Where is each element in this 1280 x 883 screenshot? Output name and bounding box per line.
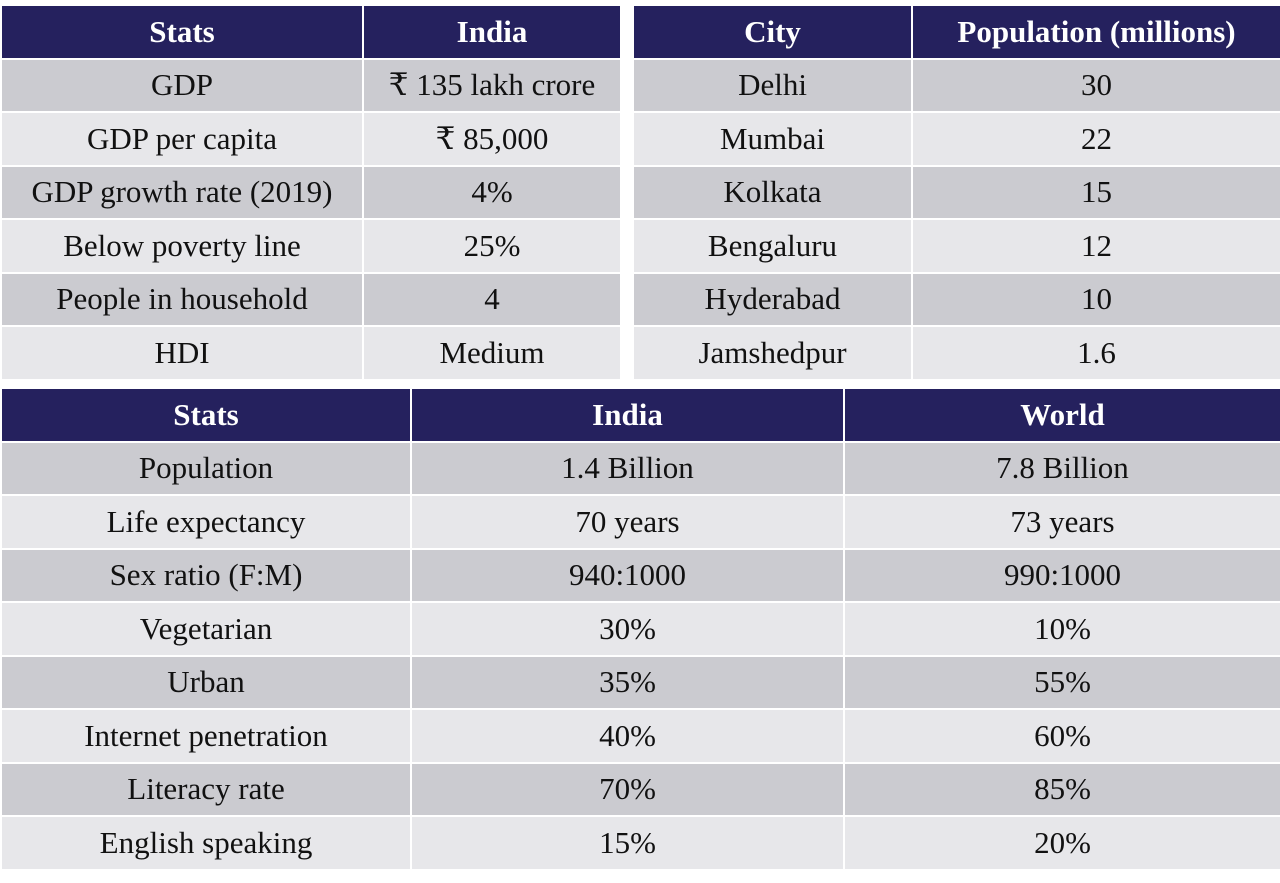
world-value-cell: 10% [843,601,1280,657]
stat-label-cell: HDI [0,325,364,381]
india-value-cell: 4 [362,271,622,327]
city-population-table: City Population (millions) Delhi 30 Mumb… [632,4,1280,381]
india-value-cell: 25% [362,218,622,274]
table-row: People in household 4 [0,271,622,327]
india-value-cell: 15% [410,815,845,871]
population-value-cell: 12 [911,218,1280,274]
column-header-city: City [632,4,913,60]
stat-label-cell: Vegetarian [0,601,412,657]
world-value-cell: 55% [843,654,1280,710]
table-row: Internet penetration 40% 60% [0,708,1280,764]
stat-label-cell: GDP growth rate (2019) [0,164,364,220]
city-name-cell: Mumbai [632,111,913,167]
world-value-cell: 85% [843,761,1280,817]
table-header-row: City Population (millions) [632,4,1280,60]
india-value-cell: ₹ 85,000 [362,111,622,167]
india-value-cell: 70% [410,761,845,817]
table-row: Hyderabad 10 [632,271,1280,327]
column-header-india: India [410,387,845,443]
table-row: Urban 35% 55% [0,654,1280,710]
column-header-stats: Stats [0,4,364,60]
india-value-cell: 30% [410,601,845,657]
table-row: GDP per capita ₹ 85,000 [0,111,622,167]
population-value-cell: 22 [911,111,1280,167]
india-value-cell: 1.4 Billion [410,440,845,496]
population-value-cell: 15 [911,164,1280,220]
stat-label-cell: GDP [0,57,364,113]
table-row: Vegetarian 30% 10% [0,601,1280,657]
india-value-cell: 940:1000 [410,547,845,603]
stat-label-cell: Literacy rate [0,761,412,817]
india-value-cell: 4% [362,164,622,220]
world-value-cell: 60% [843,708,1280,764]
table-header-row: Stats India [0,4,622,60]
city-name-cell: Jamshedpur [632,325,913,381]
stat-label-cell: Life expectancy [0,494,412,550]
stat-label-cell: Sex ratio (F:M) [0,547,412,603]
stat-label-cell: Internet penetration [0,708,412,764]
table-row: English speaking 15% 20% [0,815,1280,871]
india-world-comparison-table: Stats India World Population 1.4 Billion… [0,387,1280,871]
table-row: Sex ratio (F:M) 940:1000 990:1000 [0,547,1280,603]
india-value-cell: 70 years [410,494,845,550]
table-row: Delhi 30 [632,57,1280,113]
india-economy-table: Stats India GDP ₹ 135 lakh crore GDP per… [0,4,622,381]
table-row: GDP ₹ 135 lakh crore [0,57,622,113]
world-value-cell: 20% [843,815,1280,871]
table-row: Mumbai 22 [632,111,1280,167]
stat-label-cell: GDP per capita [0,111,364,167]
population-value-cell: 10 [911,271,1280,327]
population-value-cell: 30 [911,57,1280,113]
table-row: Below poverty line 25% [0,218,622,274]
table-row: Population 1.4 Billion 7.8 Billion [0,440,1280,496]
table-row: Literacy rate 70% 85% [0,761,1280,817]
table-row: GDP growth rate (2019) 4% [0,164,622,220]
stat-label-cell: People in household [0,271,364,327]
world-value-cell: 7.8 Billion [843,440,1280,496]
city-name-cell: Hyderabad [632,271,913,327]
table-row: HDI Medium [0,325,622,381]
table-row: Jamshedpur 1.6 [632,325,1280,381]
table-header-row: Stats India World [0,387,1280,443]
column-header-india: India [362,4,622,60]
city-name-cell: Delhi [632,57,913,113]
table-row: Kolkata 15 [632,164,1280,220]
column-header-population: Population (millions) [911,4,1280,60]
stat-label-cell: English speaking [0,815,412,871]
table-row: Bengaluru 12 [632,218,1280,274]
city-name-cell: Bengaluru [632,218,913,274]
world-value-cell: 73 years [843,494,1280,550]
population-value-cell: 1.6 [911,325,1280,381]
world-value-cell: 990:1000 [843,547,1280,603]
india-value-cell: 40% [410,708,845,764]
india-value-cell: Medium [362,325,622,381]
stat-label-cell: Population [0,440,412,496]
column-header-stats: Stats [0,387,412,443]
stat-label-cell: Below poverty line [0,218,364,274]
india-value-cell: 35% [410,654,845,710]
stat-label-cell: Urban [0,654,412,710]
table-row: Life expectancy 70 years 73 years [0,494,1280,550]
column-header-world: World [843,387,1280,443]
india-value-cell: ₹ 135 lakh crore [362,57,622,113]
city-name-cell: Kolkata [632,164,913,220]
